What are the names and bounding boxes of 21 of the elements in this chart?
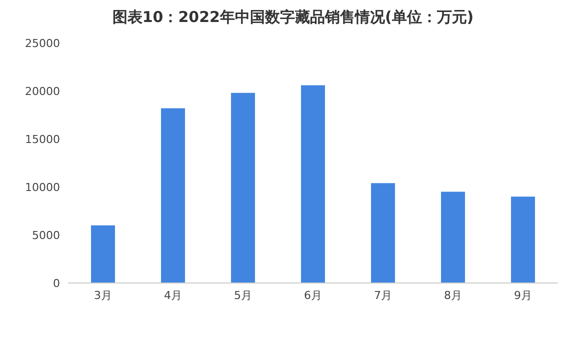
- x-tick-label: 5月: [234, 288, 252, 302]
- x-tick-label: 8月: [444, 288, 462, 302]
- y-tick-label: 15000: [25, 132, 60, 146]
- bar: [231, 92, 255, 283]
- bar: [441, 192, 465, 283]
- y-tick-label: 5000: [32, 228, 60, 242]
- x-tick-label: 9月: [514, 288, 532, 302]
- y-tick-label: 25000: [25, 36, 60, 50]
- bar: [371, 183, 395, 283]
- x-tick-label: 7月: [374, 288, 392, 302]
- y-tick-label: 20000: [25, 84, 60, 98]
- chart-title: 图表10：2022年中国数字藏品销售情况(单位：万元): [111, 8, 475, 27]
- bar: [161, 108, 185, 283]
- x-tick-label: 3月: [94, 288, 112, 302]
- bar: [91, 225, 115, 283]
- x-tick-label: 4月: [164, 288, 182, 302]
- bar: [301, 85, 325, 283]
- y-tick-label: 0: [53, 276, 60, 290]
- x-tick-label: 6月: [304, 288, 322, 302]
- y-tick-label: 10000: [25, 180, 60, 194]
- bar: [511, 196, 535, 283]
